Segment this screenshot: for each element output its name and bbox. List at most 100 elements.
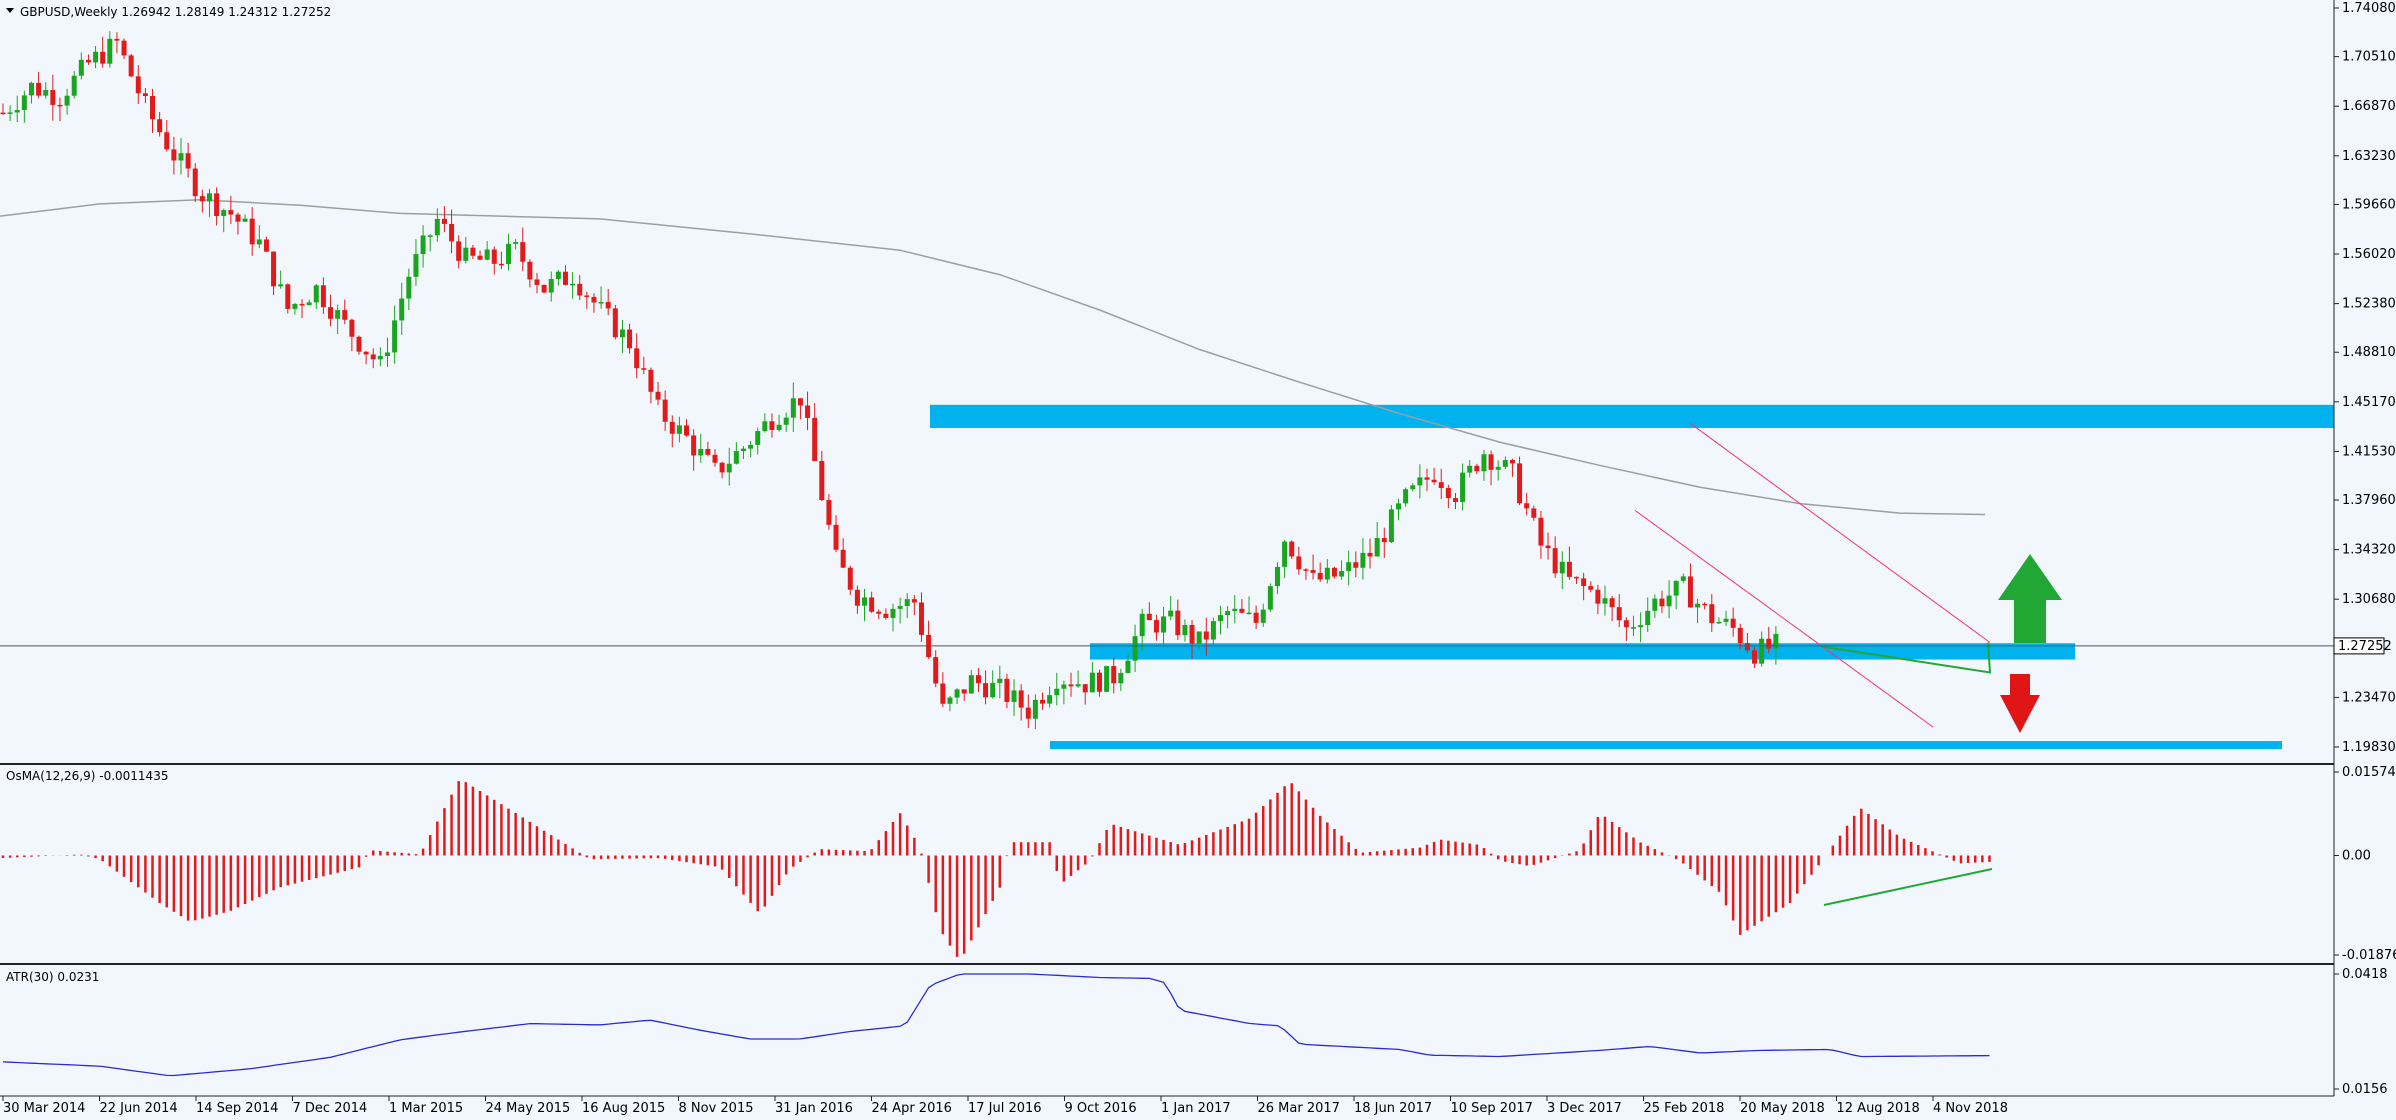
lower-support-zone[interactable] <box>1050 741 2282 750</box>
candle-body <box>1445 488 1451 499</box>
candle-body <box>1488 454 1494 470</box>
candle-body <box>983 683 989 698</box>
price-tick-label: 1.52380 <box>2342 297 2396 312</box>
divergence-trendline[interactable] <box>1821 642 1992 674</box>
candle-body <box>733 451 739 464</box>
candle-body <box>121 40 127 56</box>
candle-body <box>840 549 846 568</box>
time-tick-label: 7 Dec 2014 <box>293 1101 368 1116</box>
candle-body <box>235 214 241 222</box>
time-axis[interactable]: 30 Mar 2014 22 Jun 2014 14 Sep 2014 7 Dec 2… <box>2 1096 2008 1116</box>
candle-body <box>947 697 953 704</box>
candle-body <box>1111 666 1117 684</box>
candle-body <box>1331 567 1337 577</box>
candle-body <box>157 119 163 133</box>
candle-body <box>399 298 405 321</box>
price-tick-label: 1.41530 <box>2342 444 2396 459</box>
up-arrow-icon[interactable] <box>1998 554 2062 643</box>
candle-body <box>313 285 319 303</box>
current-price-label: 1.27252 <box>2338 639 2392 654</box>
candle-body <box>1146 613 1152 621</box>
candle-body <box>726 463 732 473</box>
candle-body <box>1296 556 1302 570</box>
time-tick-label: 18 Jun 2017 <box>1354 1101 1432 1116</box>
candle-body <box>64 95 70 106</box>
candle-body <box>1068 684 1074 687</box>
candle-body <box>712 454 718 463</box>
osma-axis[interactable]: 0.0157418 0.00 -0.0187647 <box>2334 765 2396 963</box>
candle-body <box>1652 598 1658 611</box>
candle-body <box>335 310 341 319</box>
candle-body <box>150 96 156 120</box>
candle-body <box>705 448 711 455</box>
candle-body <box>890 608 896 618</box>
candle-body <box>847 567 853 590</box>
candle-body <box>1260 609 1266 623</box>
candle-body <box>1168 610 1174 617</box>
candle-body <box>1645 610 1651 626</box>
candle-body <box>691 435 697 456</box>
time-tick-label: 16 Aug 2015 <box>582 1101 665 1116</box>
candle-body <box>1460 472 1466 502</box>
resistance-zone[interactable] <box>930 404 2334 428</box>
moving-average-layer <box>0 199 1986 516</box>
price-tick-label: 1.37960 <box>2342 493 2396 508</box>
time-tick-label: 30 Mar 2014 <box>3 1101 85 1116</box>
candle-body <box>0 112 6 115</box>
symbol-menu-triangle-icon[interactable] <box>6 8 14 13</box>
atr-header: ATR(30) 0.0231 <box>6 970 99 984</box>
candle-body <box>427 235 433 237</box>
candle-body <box>214 193 220 216</box>
candle-body <box>484 249 490 260</box>
candle-body <box>605 302 611 309</box>
price-tick-label: 1.56020 <box>2342 247 2396 262</box>
candle-body <box>320 285 326 308</box>
candle-body <box>1253 612 1259 623</box>
candle-body <box>612 308 618 338</box>
candle-body <box>1310 570 1316 573</box>
atr-axis[interactable]: 0.0418 0.0156 <box>2334 967 2388 1097</box>
price-tick-label: 1.30680 <box>2342 592 2396 607</box>
candle-body <box>634 348 640 369</box>
candle-body <box>263 239 269 252</box>
candle-body <box>676 425 682 434</box>
candle-body <box>164 132 170 150</box>
osma-pane <box>0 766 2334 963</box>
candle-body <box>1716 621 1722 624</box>
time-tick-label: 1 Jan 2017 <box>1161 1101 1231 1116</box>
candle-body <box>1089 672 1095 693</box>
channel-lower-line[interactable] <box>1634 509 1934 728</box>
price-axis[interactable]: 1.74080 1.70510 1.66870 1.63230 1.59660 1.560… <box>0 1 2396 755</box>
price-tick-label: 1.59660 <box>2342 197 2396 212</box>
candle-body <box>1495 466 1501 470</box>
candle-body <box>292 303 298 309</box>
time-tick-label: 9 Oct 2016 <box>1065 1101 1137 1116</box>
channel-upper-line[interactable] <box>1689 422 1991 643</box>
candle-body <box>975 675 981 684</box>
time-tick-label: 10 Sep 2017 <box>1451 1101 1533 1116</box>
candle-body <box>1118 672 1124 684</box>
candle-body <box>869 597 875 612</box>
candle-body <box>862 597 868 606</box>
atr-line <box>2 973 1990 1077</box>
candle-body <box>85 59 91 63</box>
candle-body <box>1061 684 1067 689</box>
candle-body <box>584 295 590 297</box>
candle-body <box>1687 576 1693 608</box>
candle-body <box>1054 688 1060 696</box>
candle-body <box>684 425 690 436</box>
candle-body <box>904 599 910 607</box>
candle-body <box>1509 460 1515 464</box>
candle-body <box>954 689 960 698</box>
candle-body <box>342 310 348 320</box>
down-arrow-icon[interactable] <box>2000 674 2040 733</box>
candle-body <box>1773 633 1779 649</box>
time-tick-label: 24 Apr 2016 <box>872 1101 952 1116</box>
atr-tick-label: 0.0156 <box>2342 1082 2388 1097</box>
osma-divergence-line[interactable] <box>1823 868 1993 906</box>
candle-body <box>997 678 1003 683</box>
candle-body <box>1374 538 1380 557</box>
candle-body <box>1566 561 1572 577</box>
